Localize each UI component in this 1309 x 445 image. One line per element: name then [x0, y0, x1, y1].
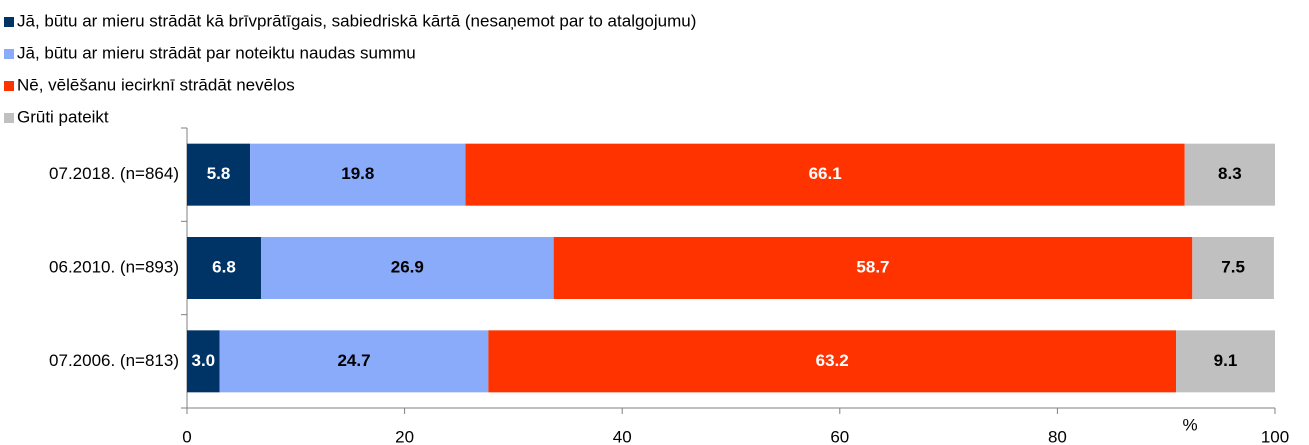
legend-swatch — [4, 81, 14, 91]
bar-segment — [187, 330, 220, 393]
data-label: 6.8 — [212, 257, 236, 276]
legend-swatch — [4, 113, 14, 123]
x-tick-label: 20 — [395, 427, 414, 445]
bar-segment — [187, 143, 251, 206]
legend-swatch — [4, 49, 14, 59]
x-tick-label: 60 — [830, 427, 849, 445]
data-label: 8.3 — [1218, 164, 1242, 183]
bar-segment — [187, 237, 261, 299]
y-tick-label: 07.2018. (n=864) — [49, 164, 179, 183]
bar-segment — [1184, 143, 1275, 206]
bar-segment — [1192, 237, 1274, 299]
data-label: 5.8 — [207, 164, 231, 183]
data-label: 24.7 — [337, 351, 370, 370]
bar-segment — [260, 237, 554, 299]
data-label: 26.9 — [391, 257, 424, 276]
data-label: 3.0 — [191, 351, 215, 370]
legend-label: Grūti pateikt — [17, 107, 109, 126]
bar-segment — [488, 330, 1176, 393]
bar-segment — [553, 237, 1193, 299]
x-axis-label: % — [1182, 415, 1197, 434]
bar-segment — [465, 143, 1185, 206]
legend-label: Jā, būtu ar mieru strādāt par noteiktu n… — [17, 43, 416, 62]
x-tick-label: 80 — [1048, 427, 1067, 445]
bar-segment — [1175, 330, 1275, 393]
data-label: 7.5 — [1221, 257, 1245, 276]
y-tick-label: 06.2010. (n=893) — [49, 257, 179, 276]
x-tick-label: 100 — [1261, 427, 1289, 445]
legend-label: Jā, būtu ar mieru strādāt kā brīvprātīga… — [17, 11, 696, 30]
data-label: 66.1 — [809, 164, 842, 183]
x-tick-label: 40 — [613, 427, 632, 445]
legend-label: Nē, vēlēšanu iecirknī strādāt nevēlos — [17, 75, 295, 94]
data-label: 19.8 — [341, 164, 374, 183]
y-tick-label: 07.2006. (n=813) — [49, 351, 179, 370]
bar-segment — [250, 143, 466, 206]
bar-segment — [219, 330, 489, 393]
x-tick-label: 0 — [182, 427, 191, 445]
data-label: 9.1 — [1214, 351, 1238, 370]
data-label: 63.2 — [816, 351, 849, 370]
legend-swatch — [4, 17, 14, 27]
data-label: 58.7 — [856, 257, 889, 276]
